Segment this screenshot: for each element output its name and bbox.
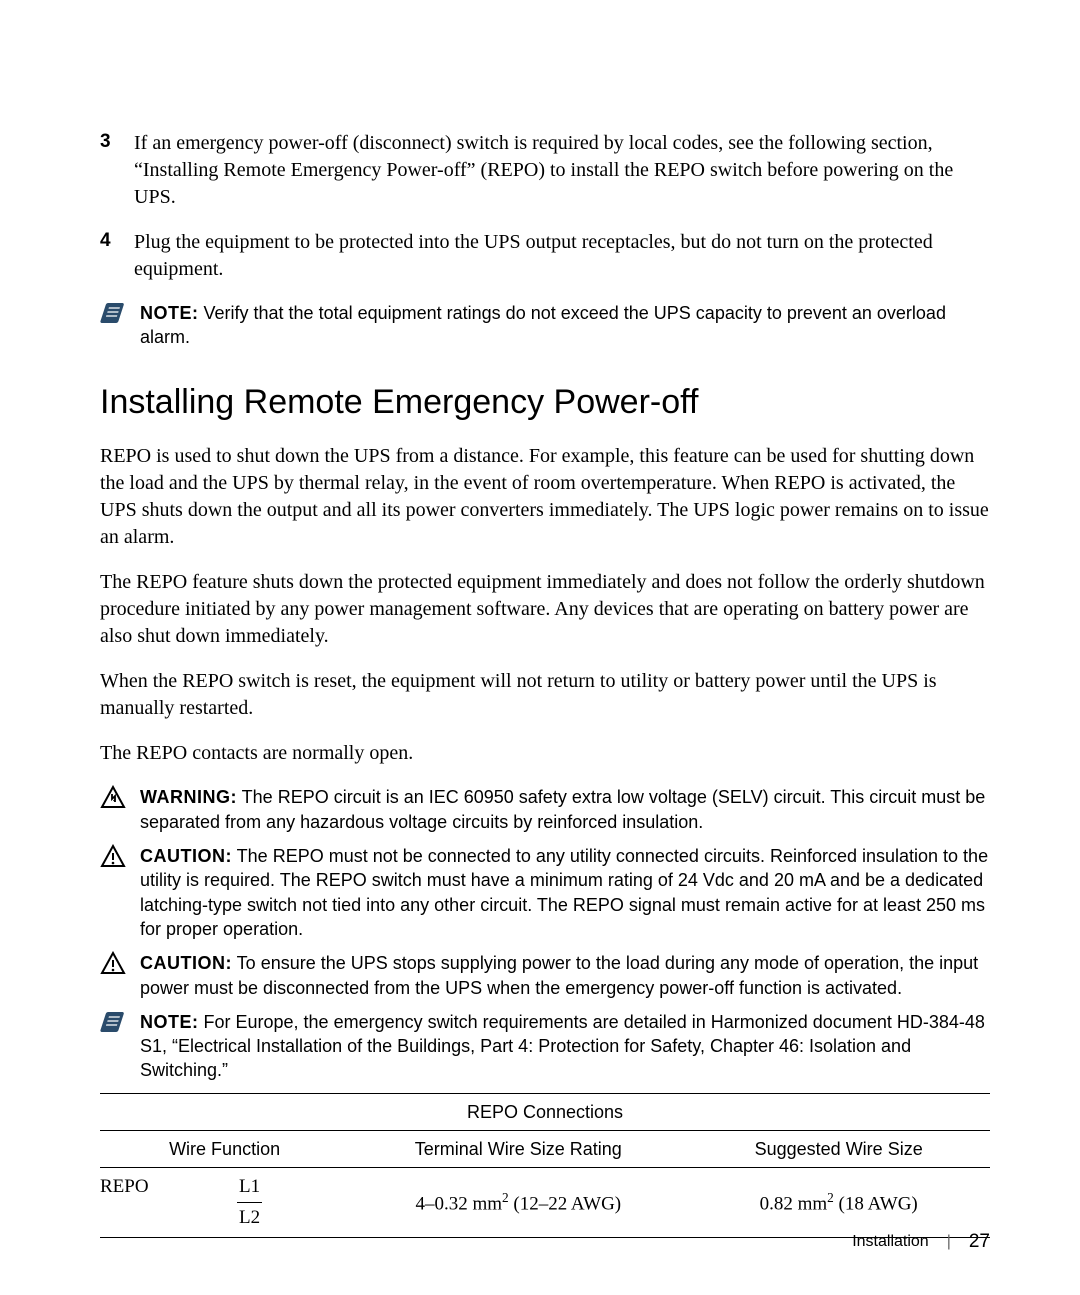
manual-page: 3 If an emergency power-off (disconnect)… bbox=[0, 0, 1080, 1295]
section-heading: Installing Remote Emergency Power-off bbox=[100, 380, 990, 426]
admonition-label: NOTE: bbox=[140, 1012, 199, 1032]
table-header-row: Wire Function Terminal Wire Size Rating … bbox=[100, 1130, 990, 1168]
admonition-text: WARNING: The REPO circuit is an IEC 6095… bbox=[140, 785, 990, 834]
admonition-label: NOTE: bbox=[140, 303, 199, 323]
admonition-text: NOTE: Verify that the total equipment ra… bbox=[140, 301, 990, 350]
step-number: 3 bbox=[100, 130, 134, 155]
footer-separator: | bbox=[947, 1231, 951, 1253]
admonition-body: For Europe, the emergency switch require… bbox=[140, 1012, 985, 1081]
admonition-note: NOTE: For Europe, the emergency switch r… bbox=[100, 1010, 990, 1083]
col-header-wire-function: Wire Function bbox=[100, 1137, 349, 1161]
step-number: 4 bbox=[100, 229, 134, 254]
warning-icon bbox=[100, 785, 128, 809]
admonition-caution: CAUTION: To ensure the UPS stops supplyi… bbox=[100, 951, 990, 1000]
note-icon bbox=[100, 1010, 128, 1034]
caution-icon bbox=[100, 951, 128, 975]
admonition-label: CAUTION: bbox=[140, 953, 232, 973]
step-list: 3 If an emergency power-off (disconnect)… bbox=[100, 130, 990, 283]
repo-connections-table: REPO Connections Wire Function Terminal … bbox=[100, 1093, 990, 1238]
cell-wire-function: REPO L1 L2 bbox=[100, 1174, 349, 1230]
l2-label: L2 bbox=[237, 1205, 262, 1231]
l1-label: L1 bbox=[237, 1174, 262, 1203]
step-item-4: 4 Plug the equipment to be protected int… bbox=[100, 229, 990, 283]
body-paragraph: The REPO contacts are normally open. bbox=[100, 740, 990, 767]
body-paragraph: REPO is used to shut down the UPS from a… bbox=[100, 443, 990, 551]
col-header-terminal-wire-size: Terminal Wire Size Rating bbox=[349, 1137, 687, 1161]
cell-terminal-wire-size: 4–0.32 mm2 (12–22 AWG) bbox=[349, 1189, 687, 1217]
admonition-body: Verify that the total equipment ratings … bbox=[140, 303, 946, 347]
squared-exponent: 2 bbox=[502, 1190, 509, 1205]
admonition-note: NOTE: Verify that the total equipment ra… bbox=[100, 301, 990, 350]
footer-section-name: Installation bbox=[852, 1231, 929, 1253]
table-row: REPO L1 L2 4–0.32 mm2 (12–22 AWG) 0.82 m… bbox=[100, 1168, 990, 1237]
caution-icon bbox=[100, 844, 128, 868]
wire-function-lines: L1 L2 bbox=[237, 1174, 349, 1230]
wire-function-name: REPO bbox=[100, 1174, 237, 1230]
terminal-prefix: 4–0.32 mm bbox=[415, 1193, 502, 1214]
admonition-body: To ensure the UPS stops supplying power … bbox=[140, 953, 978, 997]
admonition-text: NOTE: For Europe, the emergency switch r… bbox=[140, 1010, 990, 1083]
terminal-suffix: (12–22 AWG) bbox=[509, 1193, 621, 1214]
admonition-body: The REPO must not be connected to any ut… bbox=[140, 846, 988, 939]
body-paragraph: When the REPO switch is reset, the equip… bbox=[100, 668, 990, 722]
admonition-text: CAUTION: To ensure the UPS stops supplyi… bbox=[140, 951, 990, 1000]
page-number: 27 bbox=[969, 1229, 990, 1255]
admonition-label: CAUTION: bbox=[140, 846, 232, 866]
step-item-3: 3 If an emergency power-off (disconnect)… bbox=[100, 130, 990, 211]
note-icon bbox=[100, 301, 128, 325]
admonition-label: WARNING: bbox=[140, 787, 237, 807]
step-text: Plug the equipment to be protected into … bbox=[134, 229, 990, 283]
suggested-suffix: (18 AWG) bbox=[834, 1193, 918, 1214]
col-header-suggested-wire-size: Suggested Wire Size bbox=[687, 1137, 990, 1161]
suggested-prefix: 0.82 mm bbox=[760, 1193, 828, 1214]
table-caption: REPO Connections bbox=[100, 1094, 990, 1130]
admonition-warning: WARNING: The REPO circuit is an IEC 6095… bbox=[100, 785, 990, 834]
admonition-text: CAUTION: The REPO must not be connected … bbox=[140, 844, 990, 941]
admonition-body: The REPO circuit is an IEC 60950 safety … bbox=[140, 787, 985, 831]
squared-exponent: 2 bbox=[827, 1190, 834, 1205]
admonition-caution: CAUTION: The REPO must not be connected … bbox=[100, 844, 990, 941]
body-paragraph: The REPO feature shuts down the protecte… bbox=[100, 569, 990, 650]
step-text: If an emergency power-off (disconnect) s… bbox=[134, 130, 990, 211]
cell-suggested-wire-size: 0.82 mm2 (18 AWG) bbox=[687, 1189, 990, 1217]
page-footer: Installation | 27 bbox=[852, 1229, 990, 1255]
